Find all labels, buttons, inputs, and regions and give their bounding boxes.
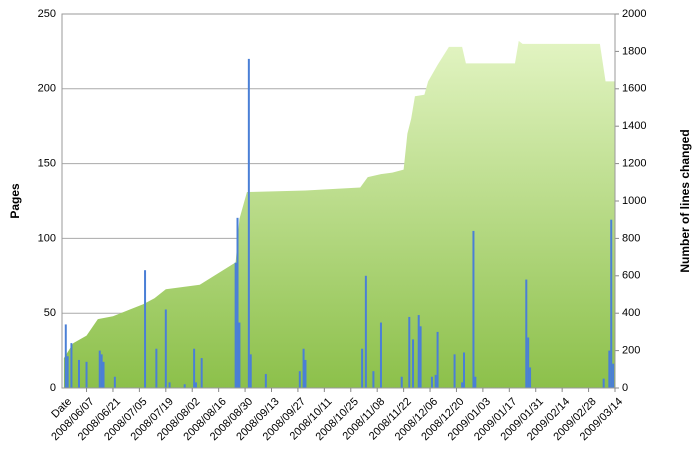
bar bbox=[400, 376, 403, 388]
bar bbox=[304, 359, 307, 388]
y2-tick-label: 1200 bbox=[622, 158, 646, 170]
bar bbox=[168, 382, 171, 388]
area bbox=[63, 40, 615, 388]
y2-tick-label: 800 bbox=[622, 232, 640, 244]
y2-tick-label: 1600 bbox=[622, 83, 646, 95]
bar bbox=[234, 262, 237, 388]
bar bbox=[529, 367, 532, 388]
bar bbox=[247, 58, 250, 388]
bar bbox=[102, 361, 105, 388]
bar bbox=[66, 356, 69, 388]
bar bbox=[70, 343, 73, 388]
bar bbox=[193, 348, 196, 388]
bar bbox=[525, 279, 528, 388]
bar bbox=[238, 322, 241, 388]
y2-axis-title: Number of lines changed bbox=[678, 129, 692, 272]
bar bbox=[155, 348, 158, 388]
bar bbox=[602, 378, 605, 388]
bar bbox=[195, 382, 198, 388]
bar bbox=[430, 376, 433, 388]
bar bbox=[236, 217, 239, 388]
bar bbox=[434, 374, 437, 388]
plot-frame bbox=[61, 13, 616, 389]
bar bbox=[249, 354, 252, 388]
bar bbox=[461, 382, 464, 388]
bar bbox=[64, 324, 67, 388]
bar bbox=[364, 275, 367, 388]
y-tick-label: 100 bbox=[38, 232, 56, 244]
bar bbox=[144, 270, 147, 388]
bar bbox=[608, 350, 611, 388]
y-tick-label: 50 bbox=[44, 307, 56, 319]
bar bbox=[463, 352, 466, 388]
bar bbox=[408, 316, 411, 388]
bar bbox=[200, 358, 203, 388]
bar bbox=[612, 363, 615, 388]
bar bbox=[361, 348, 364, 388]
bar bbox=[472, 230, 475, 388]
y2-tick-label: 600 bbox=[622, 270, 640, 282]
y-tick-label: 250 bbox=[38, 8, 56, 20]
bar bbox=[412, 339, 415, 388]
bar bbox=[183, 384, 186, 388]
bar bbox=[302, 348, 305, 388]
bar bbox=[419, 326, 422, 388]
y2-tick-label: 2000 bbox=[622, 8, 646, 20]
y2-tick-label: 1400 bbox=[622, 120, 646, 132]
bar bbox=[453, 354, 456, 388]
bar bbox=[77, 359, 80, 388]
y2-tick-label: 0 bbox=[622, 382, 628, 394]
y-axis-title: Pages bbox=[8, 183, 22, 219]
y-tick-label: 0 bbox=[50, 382, 56, 394]
bar bbox=[100, 354, 103, 388]
bar bbox=[85, 361, 88, 388]
y2-tick-label: 200 bbox=[622, 345, 640, 357]
bar bbox=[436, 331, 439, 388]
bar bbox=[474, 376, 477, 388]
y-tick-label: 150 bbox=[38, 158, 56, 170]
bar bbox=[264, 373, 267, 388]
bar bbox=[610, 219, 613, 388]
bar bbox=[417, 315, 420, 388]
bar bbox=[113, 376, 116, 388]
bar bbox=[527, 337, 530, 388]
bar bbox=[98, 350, 101, 388]
y2-tick-label: 1000 bbox=[622, 195, 646, 207]
bar bbox=[298, 371, 301, 388]
y2-tick-label: 1800 bbox=[622, 45, 646, 57]
bar bbox=[379, 322, 382, 388]
bar bbox=[372, 371, 375, 388]
y2-tick-label: 400 bbox=[622, 307, 640, 319]
y-tick-label: 200 bbox=[38, 83, 56, 95]
bar bbox=[164, 309, 167, 388]
